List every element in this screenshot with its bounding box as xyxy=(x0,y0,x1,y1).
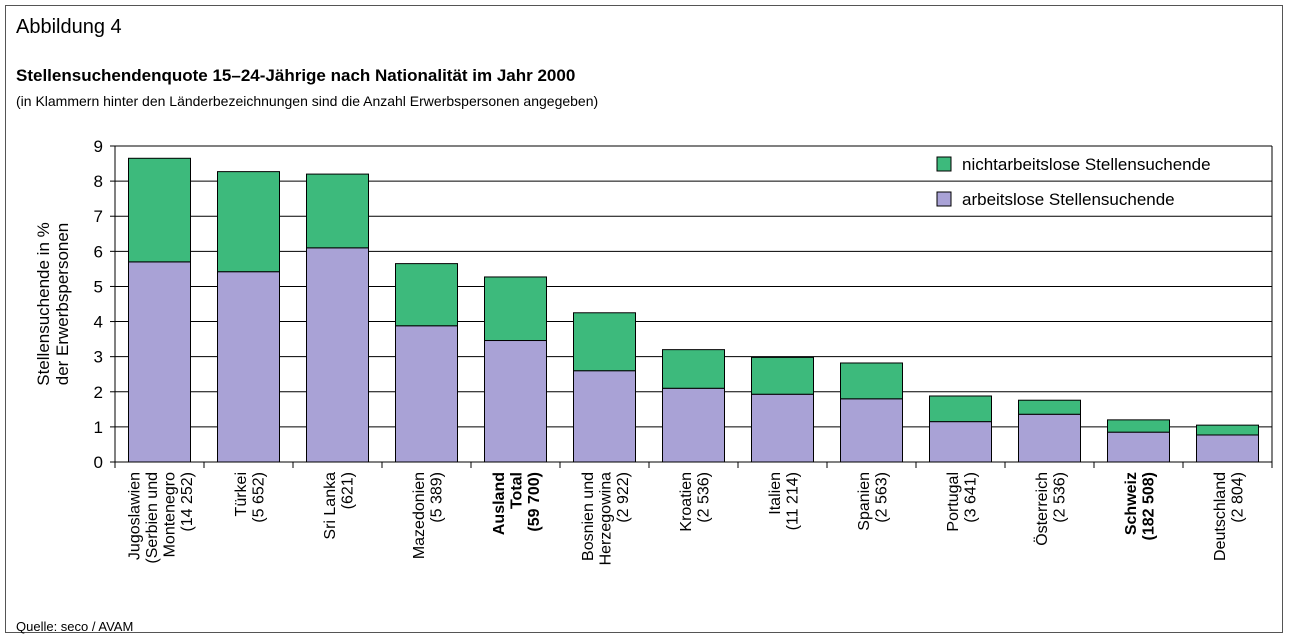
x-tick-label: Herzegowina xyxy=(598,472,615,565)
y-tick-label: 3 xyxy=(94,348,103,367)
bar-segment xyxy=(840,398,903,463)
bar-segment xyxy=(929,421,992,463)
bar-segment xyxy=(217,271,280,463)
x-tick-label: Türkei xyxy=(233,472,250,516)
bar-segment xyxy=(484,340,547,463)
y-tick-label: 6 xyxy=(94,242,103,261)
bar-segment xyxy=(306,173,369,249)
bar-segment xyxy=(1196,424,1259,436)
y-tick-label: 7 xyxy=(94,207,103,226)
x-tick-label: (14 252) xyxy=(179,472,196,532)
x-tick-label: (621) xyxy=(339,472,356,509)
legend-swatch xyxy=(936,191,952,207)
y-axis-label-line: der Erwerbspersonen xyxy=(53,223,72,386)
bar-segment xyxy=(217,171,280,273)
y-tick-label: 0 xyxy=(94,453,103,472)
x-tick-label: Bosnien und xyxy=(580,472,597,561)
bar-segment xyxy=(662,387,725,463)
bar-segment xyxy=(395,325,458,463)
bar-segment xyxy=(662,349,725,389)
x-tick-label: Portugal xyxy=(945,472,962,532)
x-tick-label: (59 700) xyxy=(526,472,543,532)
x-tick-label: Ausland xyxy=(491,472,508,535)
x-tick-label: Sri Lanka xyxy=(322,472,339,540)
y-tick-label: 4 xyxy=(94,313,103,332)
x-tick-label: (5 389) xyxy=(428,472,445,523)
x-tick-label: Deutschland xyxy=(1212,472,1229,561)
y-tick-label: 5 xyxy=(94,277,103,296)
bar-segment xyxy=(128,157,191,263)
y-tick-label: 8 xyxy=(94,172,103,191)
x-tick-label: (2 804) xyxy=(1229,472,1246,523)
x-tick-label: Österreich xyxy=(1033,472,1051,546)
x-tick-label: Mazedonien xyxy=(411,472,428,559)
source: Quelle: seco / AVAM xyxy=(16,619,133,634)
bar-segment xyxy=(1107,431,1170,463)
x-tick-label: (Serbien und xyxy=(144,472,161,564)
y-tick-label: 2 xyxy=(94,383,103,402)
figure-label: Abbildung 4 xyxy=(16,16,122,38)
x-tick-label: Total xyxy=(509,472,526,509)
x-tick-label: Spanien xyxy=(856,472,873,531)
bar-segment xyxy=(484,276,547,342)
x-tick-label: (5 652) xyxy=(250,472,267,523)
bar-segment xyxy=(1196,434,1259,463)
y-axis-label-line: Stellensuchende in % xyxy=(34,222,53,386)
y-tick-label: 1 xyxy=(94,418,103,437)
bar-segment xyxy=(929,395,992,423)
x-tick-label: (11 214) xyxy=(784,472,801,530)
x-tick-label: (182 508) xyxy=(1140,472,1157,541)
bar-segment xyxy=(306,247,369,463)
x-tick-label: Montenegro xyxy=(161,472,178,557)
x-tick-label: (2 563) xyxy=(873,472,890,523)
bar-segment xyxy=(395,263,458,327)
bar-segment xyxy=(1107,419,1170,433)
chart-subtitle: (in Klammern hinter den Länderbezeichnun… xyxy=(16,93,598,109)
bar-segment xyxy=(751,393,814,463)
x-tick-label: Jugoslawien xyxy=(126,472,143,560)
y-axis-label: Stellensuchende in %der Erwerbspersonen xyxy=(34,222,72,386)
x-tick-label: Schweiz xyxy=(1123,472,1140,535)
bar-segment xyxy=(1018,399,1081,415)
bar-segment xyxy=(573,312,636,372)
bar-segment xyxy=(1018,413,1081,463)
x-tick-label: (3 641) xyxy=(962,472,979,523)
bar-segment xyxy=(840,362,903,400)
x-tick-label: (2 536) xyxy=(695,472,712,523)
legend-label: nichtarbeitslose Stellensuchende xyxy=(962,155,1211,174)
bar-segment xyxy=(128,261,191,463)
y-tick-label: 9 xyxy=(94,137,103,156)
x-tick-label: (2 922) xyxy=(615,472,632,523)
chart-title: Stellensuchendenquote 15–24-Jährige nach… xyxy=(16,66,575,85)
legend-swatch xyxy=(936,156,952,172)
legend-label: arbeitslose Stellensuchende xyxy=(962,190,1175,209)
bar-segment xyxy=(573,370,636,463)
bar-segment xyxy=(751,356,814,395)
x-tick-label: Italien xyxy=(767,472,784,515)
x-tick-label: Kroatien xyxy=(678,472,695,532)
x-tick-label: (2 536) xyxy=(1051,472,1068,523)
frame xyxy=(5,5,1283,633)
